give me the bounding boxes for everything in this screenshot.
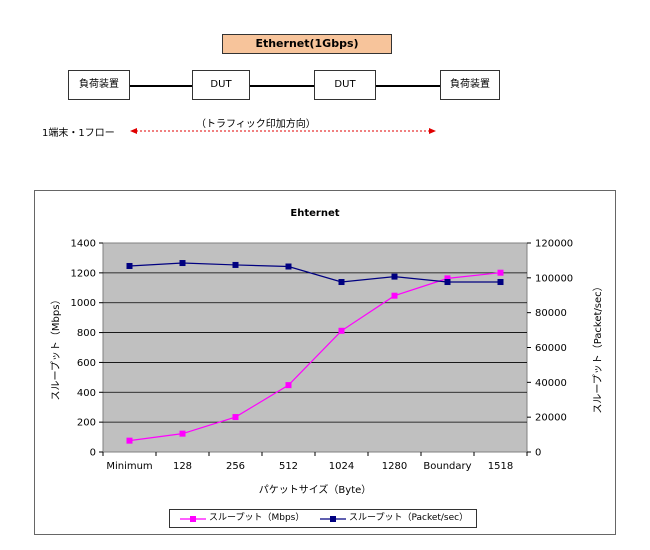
legend-item-pps: スループット（Packet/sec） xyxy=(320,510,468,527)
data-point-mbps xyxy=(232,414,239,421)
chart-frame: 0 200 400 600 800 1000 1200 1400 0 20000 40000 6000… xyxy=(34,190,616,535)
x-tick-label: 256 xyxy=(226,461,245,472)
y2-axis-label: スループット（Packet/sec） xyxy=(592,281,604,413)
data-point-mbps xyxy=(126,437,133,444)
load-device-left: 負荷装置 xyxy=(68,70,130,100)
y-tick-label: 800 xyxy=(77,328,96,339)
data-point-pps xyxy=(126,262,133,269)
y2-tick-label: 100000 xyxy=(535,273,573,284)
data-point-pps xyxy=(391,273,398,280)
y-axis-label: スループット（Mbps） xyxy=(50,295,62,401)
x-tick-label: 512 xyxy=(279,461,298,472)
x-tick-label: Boundary xyxy=(423,461,471,472)
y2-tick-label: 40000 xyxy=(535,378,567,389)
x-tick-label: 1518 xyxy=(488,461,513,472)
link-2 xyxy=(250,85,314,87)
legend-item-mbps: スループット（Mbps） xyxy=(180,510,304,527)
data-point-mbps xyxy=(338,327,345,334)
data-point-pps xyxy=(338,279,345,286)
data-point-mbps xyxy=(285,382,292,389)
data-point-mbps xyxy=(497,269,504,276)
legend-marker-navy-square xyxy=(320,515,346,522)
traffic-direction-label: （トラフィック印加方向） xyxy=(196,119,316,130)
legend-label: スループット（Mbps） xyxy=(209,513,305,523)
traffic-arrow xyxy=(130,128,436,134)
network-diagram: Ethernet(1Gbps) 負荷装置 DUT DUT 負荷装置 （トラフィッ… xyxy=(0,0,650,190)
link-1 xyxy=(130,85,192,87)
data-point-pps xyxy=(179,260,186,267)
y2-tick-label: 0 xyxy=(535,448,541,459)
data-point-pps xyxy=(285,263,292,270)
data-point-mbps xyxy=(179,430,186,437)
y2-tick-label: 120000 xyxy=(535,239,573,250)
data-point-mbps xyxy=(444,275,451,282)
data-point-pps xyxy=(497,279,504,286)
x-tick-label: Minimum xyxy=(106,461,152,472)
chart-title: Ehternet xyxy=(290,208,339,219)
y-tick-label: 600 xyxy=(77,358,96,369)
x-tick-label: 128 xyxy=(173,461,192,472)
y-tick-label: 400 xyxy=(77,388,96,399)
y-tick-label: 200 xyxy=(77,418,96,429)
y-tick-label: 0 xyxy=(90,448,96,459)
data-point-pps xyxy=(444,279,451,286)
y-tick-label: 1400 xyxy=(71,239,96,250)
dut-node-2: DUT xyxy=(314,70,376,100)
y2-tick-label: 80000 xyxy=(535,308,567,319)
data-point-pps xyxy=(232,261,239,268)
chart-legend: スループット（Mbps） スループット（Packet/sec） xyxy=(169,509,477,528)
x-tick-label: 1024 xyxy=(329,461,354,472)
y-tick-label: 1000 xyxy=(71,298,96,309)
series-line-pps xyxy=(129,262,501,283)
legend-label: スループット（Packet/sec） xyxy=(349,513,469,523)
y2-tick-label: 20000 xyxy=(535,413,567,424)
dut-node-1: DUT xyxy=(192,70,250,100)
y-tick-label: 1200 xyxy=(71,268,96,279)
legend-marker-magenta-square xyxy=(180,515,206,522)
link-3 xyxy=(376,85,440,87)
data-point-mbps xyxy=(391,292,398,299)
flow-label: 1端末・1フロー xyxy=(42,128,115,139)
y2-tick-label: 60000 xyxy=(535,343,567,354)
load-device-right: 負荷装置 xyxy=(440,70,500,100)
x-axis-label: パケットサイズ（Byte） xyxy=(259,483,372,496)
throughput-chart: 0 200 400 600 800 1000 1200 1400 0 20000 40000 6000… xyxy=(50,208,604,496)
diagram-title: Ethernet(1Gbps) xyxy=(222,34,392,54)
x-tick-label: 1280 xyxy=(382,461,407,472)
